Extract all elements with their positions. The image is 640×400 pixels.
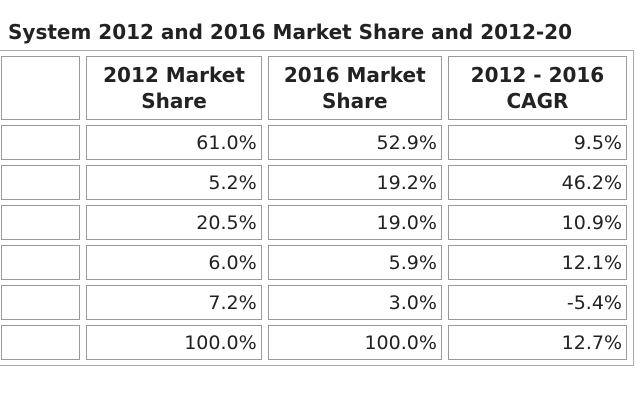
table-title: System 2012 and 2016 Market Share and 20… xyxy=(8,20,572,44)
table-row: 20.5% 19.0% 10.9% xyxy=(1,205,627,240)
label-cell xyxy=(1,325,81,360)
market-share-table: 2012 Market Share 2016 Market Share 2012… xyxy=(0,50,634,366)
value-cell: 7.2% xyxy=(86,285,262,320)
value-cell: 5.2% xyxy=(86,165,262,200)
value-cell: 100.0% xyxy=(86,325,262,360)
value-cell: 6.0% xyxy=(86,245,262,280)
value-cell: 20.5% xyxy=(86,205,262,240)
header-cell: 2012 Market Share xyxy=(86,56,262,120)
table-row: 100.0% 100.0% 12.7% xyxy=(1,325,627,360)
label-cell xyxy=(1,285,81,320)
value-cell: 46.2% xyxy=(447,165,627,200)
value-cell: 10.9% xyxy=(447,205,627,240)
value-cell: 3.0% xyxy=(267,285,442,320)
value-cell: 9.5% xyxy=(447,125,627,160)
value-cell: 100.0% xyxy=(267,325,442,360)
table-row: 7.2% 3.0% -5.4% xyxy=(1,285,627,320)
value-cell: 5.9% xyxy=(267,245,442,280)
label-cell xyxy=(1,125,81,160)
label-cell xyxy=(1,245,81,280)
label-cell xyxy=(1,205,81,240)
header-cell: 2016 Market Share xyxy=(267,56,442,120)
value-cell: 12.7% xyxy=(447,325,627,360)
table-row: 5.2% 19.2% 46.2% xyxy=(1,165,627,200)
table-row: 61.0% 52.9% 9.5% xyxy=(1,125,627,160)
value-cell: 19.0% xyxy=(267,205,442,240)
value-cell: -5.4% xyxy=(447,285,627,320)
value-cell: 61.0% xyxy=(86,125,262,160)
header-cell: 2012 - 2016 CAGR xyxy=(447,56,627,120)
label-cell xyxy=(1,165,81,200)
value-cell: 52.9% xyxy=(267,125,442,160)
value-cell: 19.2% xyxy=(267,165,442,200)
value-cell: 12.1% xyxy=(447,245,627,280)
table-body: 61.0% 52.9% 9.5% 5.2% 19.2% 46.2% 20.5% 19.0% 10… xyxy=(1,125,627,360)
table-row: 6.0% 5.9% 12.1% xyxy=(1,245,627,280)
header-cell xyxy=(1,56,81,120)
header-row: 2012 Market Share 2016 Market Share 2012… xyxy=(1,56,627,120)
